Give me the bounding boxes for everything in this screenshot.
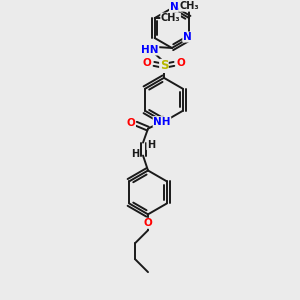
Text: O: O xyxy=(176,58,185,68)
Text: NH: NH xyxy=(153,117,171,127)
Text: O: O xyxy=(144,218,152,228)
Text: S: S xyxy=(160,59,168,72)
Text: H: H xyxy=(147,140,155,150)
Text: O: O xyxy=(142,58,152,68)
Text: N: N xyxy=(183,32,192,42)
Text: N: N xyxy=(169,2,178,12)
Text: CH₃: CH₃ xyxy=(179,1,199,11)
Text: O: O xyxy=(127,118,135,128)
Text: H: H xyxy=(131,148,139,159)
Text: HN: HN xyxy=(141,45,159,55)
Text: CH₃: CH₃ xyxy=(161,13,180,23)
